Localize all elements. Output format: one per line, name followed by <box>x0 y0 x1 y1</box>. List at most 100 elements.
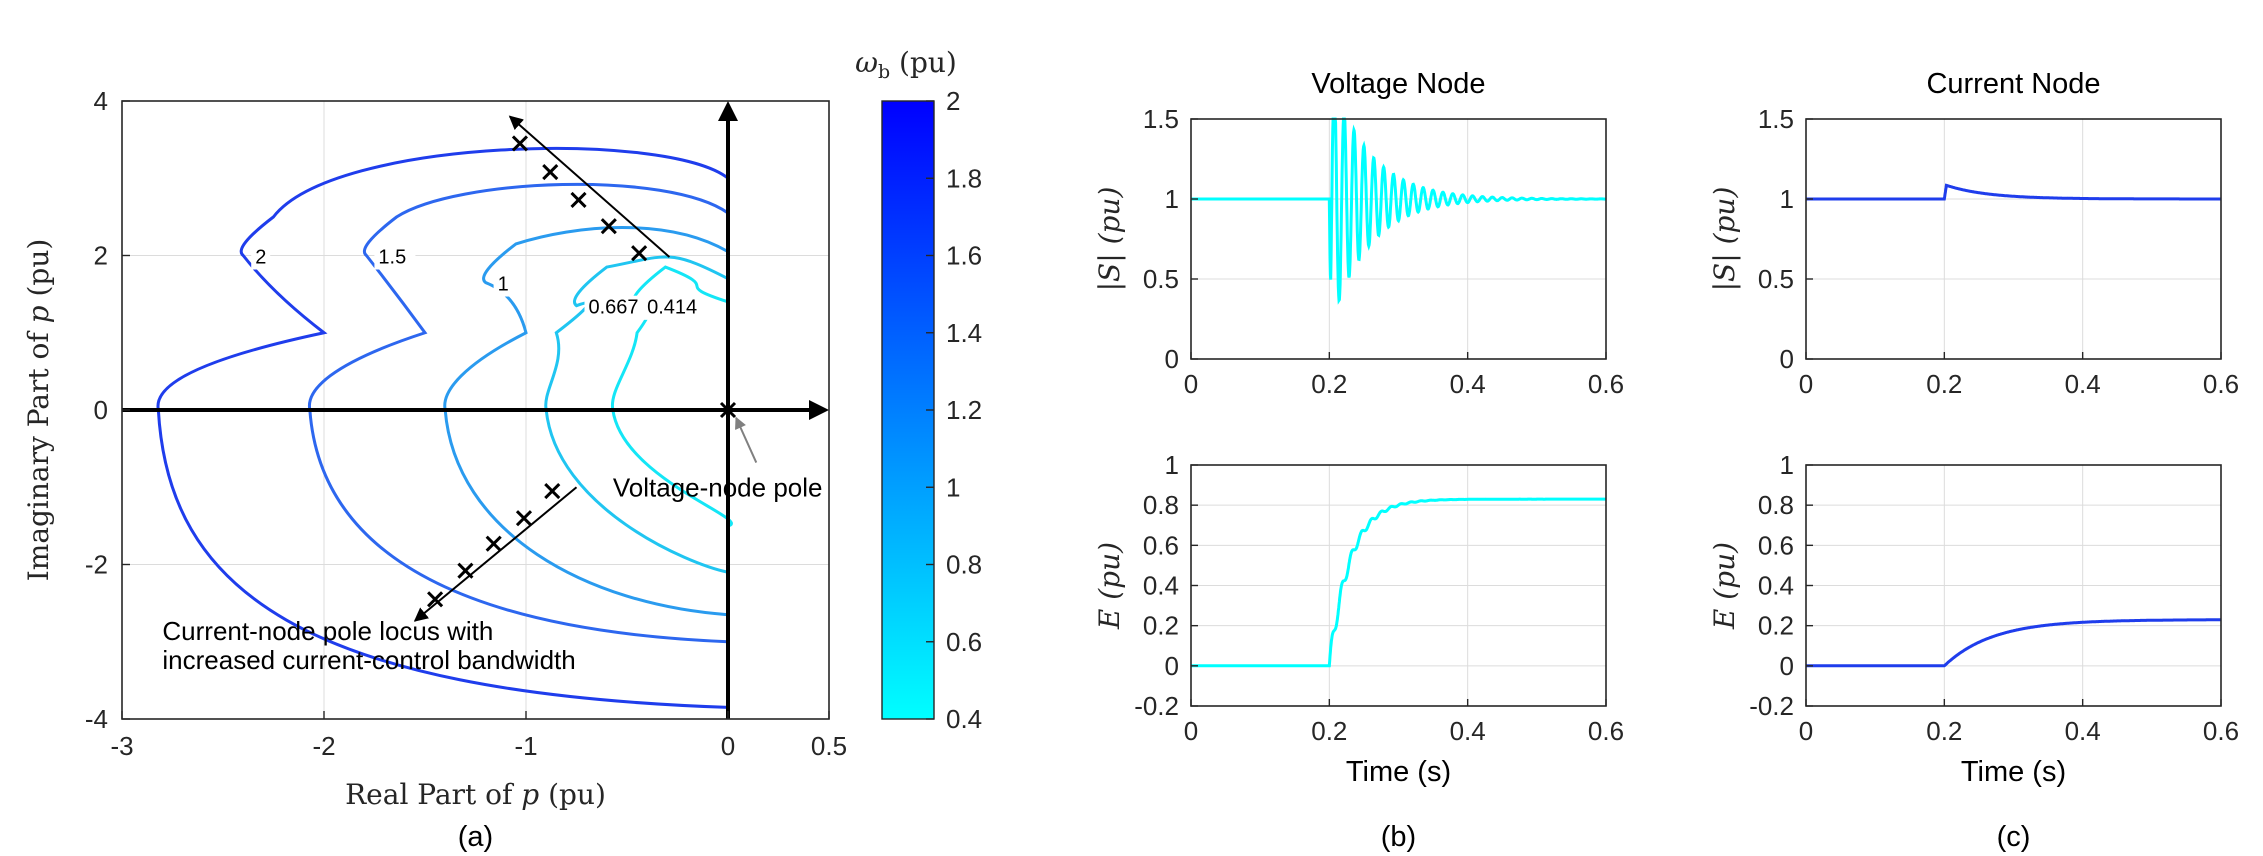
c-top-xtick-label: 0.2 <box>1926 369 1962 399</box>
a-xlabel-prefix: Real Part of <box>345 778 521 811</box>
c-bottom-ytick-label: 1 <box>1780 450 1794 480</box>
c-top-xtick-label: 0 <box>1799 369 1813 399</box>
voltage-node-pole-stroke <box>719 401 737 419</box>
voltage-node-pole-annotation: Voltage-node pole <box>613 473 823 503</box>
b-top-xtick-label: 0 <box>1184 369 1198 399</box>
c-bottom-ytick-label: 0.6 <box>1758 530 1794 560</box>
a-ytick-label: -2 <box>85 550 108 580</box>
b-bottom-ylabel: E (pu) <box>1093 542 1126 630</box>
a-contour-label: 0.414 <box>647 297 697 319</box>
c-bottom-xlabel: Time (s) <box>1961 756 2066 788</box>
colorbar-label: ωb (pu) <box>855 46 957 83</box>
colorbar-ticks: 2 1.8 1.6 1.4 1.2 1 0.8 0.6 0.4 <box>926 86 982 734</box>
b-bottom-ytick-label: 0.2 <box>1143 611 1179 641</box>
colorbar-label-unit: (pu) <box>890 46 957 79</box>
c-bottom-ytick-label: 0.2 <box>1758 611 1794 641</box>
panel-b-voltage-node: Voltage Node 0 0.2 0.4 0.600.511.5|S| (pu) … <box>1093 68 1624 853</box>
c-bottom-xtick-label: 0.2 <box>1926 716 1962 746</box>
current-node-pole-lower <box>544 483 561 500</box>
current-node-pole-upper-stroke <box>570 191 587 208</box>
a-contour-label-bg <box>584 295 648 320</box>
a-contour-level-2 <box>156 147 729 709</box>
a-contour-label: 2 <box>255 247 266 269</box>
c-top-ytick-label: 1.5 <box>1758 104 1794 134</box>
a-locus-arrows <box>413 115 758 622</box>
c-top-series-line <box>1806 183 2221 201</box>
a-upper-locus-arrow <box>508 115 671 258</box>
current-node-pole-lower <box>457 562 474 579</box>
a-ytick-label: -4 <box>85 704 108 734</box>
c-top-frame <box>1805 118 2222 360</box>
panel-c-caption: (c) <box>1997 821 2031 853</box>
current-node-pole-upper <box>511 135 529 152</box>
colorbar-tick-label: 1.6 <box>946 241 982 271</box>
a-contour-label: 1.5 <box>378 247 406 269</box>
panel-a-caption: (a) <box>458 821 493 853</box>
current-node-pole-upper-stroke <box>631 245 648 262</box>
c-top-axes: 0 0.2 0.4 0.6 0 0.5 1 1.5 |S| (pu) <box>1708 104 2239 399</box>
b-bottom-ytick-label: 0.8 <box>1143 490 1179 520</box>
b-bottom-xlabel: Time (s) <box>1346 756 1451 788</box>
current-node-pole-lower-stroke <box>485 535 502 552</box>
colorbar-label-sub: b <box>878 61 890 83</box>
current-node-pole-lower-stroke <box>544 483 561 500</box>
b-bottom-xtick-label: 0.2 <box>1311 716 1347 746</box>
current-node-pole-upper <box>570 191 587 208</box>
a-y-axis-label: Imaginary Part of p (pu) <box>22 239 55 582</box>
a-contour-label: 0.667 <box>589 297 639 319</box>
colorbar-tick-label: 2 <box>946 86 960 116</box>
b-top-ytick-label: 0.5 <box>1143 264 1179 294</box>
c-bottom-axes: 0 0.2 0.4 0.6-0.200.20.40.60.81E (pu)Time (… <box>1708 450 2239 788</box>
a-ytick-label: 0 <box>94 395 108 425</box>
a-xtick-label: -2 <box>312 731 335 761</box>
colorbar-tick-label: 0.8 <box>946 550 982 580</box>
a-xlabel-unit: (pu) <box>539 778 606 811</box>
a-ytick-label: 4 <box>94 86 108 116</box>
a-xtick-label: -3 <box>110 731 133 761</box>
a-contour-label-bg <box>643 295 707 320</box>
c-bottom-xtick-label: 0.4 <box>2065 716 2101 746</box>
b-bottom-ytick-label: -0.2 <box>1134 691 1179 721</box>
b-bottom-xtick-label: 0.4 <box>1450 716 1486 746</box>
colorbar-tick-label: 0.6 <box>946 627 982 657</box>
c-bottom-xtick-label: 0.6 <box>2203 716 2239 746</box>
current-node-pole-upper-stroke <box>600 218 617 235</box>
current-node-pole-lower <box>515 510 533 527</box>
colorbar-tick-label: 0.4 <box>946 704 982 734</box>
colorbar-tick-label: 1 <box>946 472 960 502</box>
b-top-ytick-label: 1 <box>1165 184 1179 214</box>
a-contour-level-0.667 <box>544 255 729 574</box>
a-ylabel-unit: (pu) <box>22 239 55 306</box>
b-bottom-xtick-label: 0 <box>1184 716 1198 746</box>
c-bottom-ytick-label: 0.4 <box>1758 571 1794 601</box>
colorbar-tick-label: 1.8 <box>946 163 982 193</box>
a-contour-label-bg <box>251 245 271 270</box>
panel-c-title: Current Node <box>1926 68 2100 100</box>
colorbar-label-symbol: ω <box>855 46 878 79</box>
a-voltage-pole-pointer <box>735 416 758 463</box>
colorbar-tick-label: 1.4 <box>946 318 982 348</box>
c-bottom-ytick-label: 0 <box>1780 651 1794 681</box>
c-bottom-xtick-label: 0 <box>1799 716 1813 746</box>
current-node-locus-annotation-line1: Current-node pole locus with <box>162 616 493 646</box>
a-lower-locus-arrow <box>413 486 578 622</box>
b-top-ytick-label: 1.5 <box>1143 104 1179 134</box>
b-bottom-ytick-label: 1 <box>1165 450 1179 480</box>
c-top-ylabel: |S| (pu) <box>1708 187 1741 292</box>
a-ylabel-prefix: Imaginary Part of <box>22 323 55 581</box>
b-top-series-line <box>1191 117 1606 305</box>
b-bottom-series-line <box>1191 497 1606 668</box>
b-bottom-axes: 0 0.2 0.4 0.6-0.200.20.40.60.81E (pu)Time (… <box>1093 450 1624 788</box>
voltage-node-pole <box>719 401 737 419</box>
b-top-frame <box>1190 118 1607 360</box>
a-contour-level-1.5 <box>307 182 729 644</box>
current-node-pole-lower <box>427 591 444 608</box>
current-node-pole-upper <box>600 218 617 235</box>
a-xtick-label: -1 <box>514 731 537 761</box>
a-x-axis-label: Real Part of p (pu) <box>345 778 606 811</box>
b-top-ytick-label: 0 <box>1165 344 1179 374</box>
current-node-pole-upper-stroke <box>511 135 529 152</box>
c-top-xtick-label: 0.6 <box>2203 369 2239 399</box>
a-tick-labels: -3 -2 -1 0 0.5 -4 -2 0 2 4 <box>85 86 847 761</box>
